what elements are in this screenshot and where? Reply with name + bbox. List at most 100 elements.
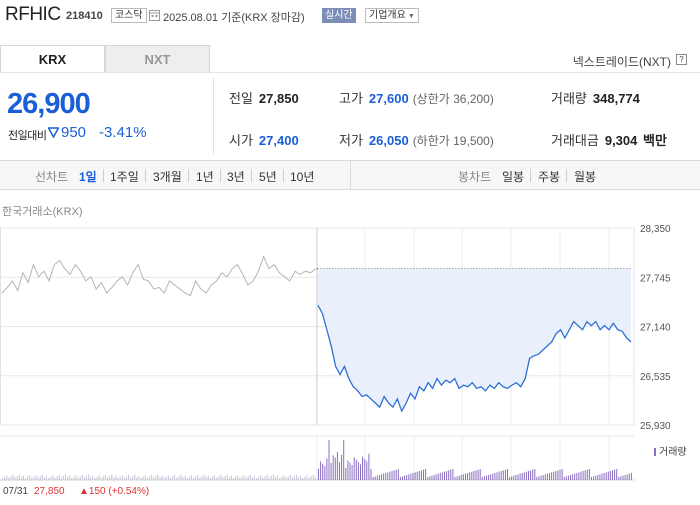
prev-day-volume-bar	[174, 475, 176, 480]
stat-value: 26,050	[368, 133, 409, 148]
prev-day-volume-bar	[163, 478, 165, 480]
prev-day-volume-bar	[283, 475, 285, 480]
prev-day-volume-bar	[155, 476, 157, 480]
prev-day-volume-bar	[50, 476, 52, 480]
volume-bar	[408, 474, 410, 480]
range-5y[interactable]: 5년	[259, 170, 277, 184]
prev-day-volume-bar	[220, 475, 222, 480]
prev-day-volume-bar	[54, 477, 56, 480]
y-tick-label: 27,745	[640, 273, 671, 284]
volume-bar	[418, 471, 420, 480]
prev-day-volume-bar	[302, 478, 304, 480]
volume-bar	[588, 469, 590, 480]
volume-bar	[389, 471, 391, 480]
y-tick-label: 27,140	[640, 323, 671, 334]
stat-label: 거래량	[551, 91, 587, 106]
volume-bar	[322, 463, 324, 480]
range-1w[interactable]: 1주일	[110, 170, 139, 184]
tab-nxt[interactable]: NXT	[105, 45, 210, 73]
volume-bar	[357, 462, 359, 480]
volume-bar	[532, 469, 534, 480]
prev-day-volume-bar	[224, 476, 226, 480]
volume-bar	[433, 475, 435, 480]
candle-daily[interactable]: 일봉	[502, 170, 525, 184]
volume-bar	[374, 476, 376, 480]
prev-day-volume-bar	[281, 476, 283, 480]
volume-bar	[465, 473, 466, 480]
prev-day-volume-bar	[109, 476, 111, 480]
realtime-button[interactable]: 실시간	[322, 8, 356, 23]
company-overview-button[interactable]: 기업개요 ▼	[365, 8, 419, 23]
volume-bar	[339, 462, 340, 480]
prev-day-volume-bar	[212, 476, 213, 480]
prev-day-volume-bar	[88, 474, 90, 480]
volume-bar	[540, 475, 542, 480]
prev-day-volume-bar	[48, 478, 50, 480]
prev-day-volume-bar	[216, 477, 218, 480]
volume-bar	[597, 475, 599, 480]
prev-day-volume-bar	[304, 476, 306, 480]
candle-monthly[interactable]: 월봉	[574, 170, 597, 184]
prev-day-volume-bar	[102, 476, 104, 480]
volume-bar	[425, 469, 427, 480]
stat-volume: 거래량 348,774	[551, 88, 640, 107]
stat-prev-close: 전일 27,850	[229, 88, 299, 107]
below-prev-close-area	[318, 268, 631, 412]
volume-bar	[370, 469, 372, 480]
exchange-tabs: KRX NXT	[0, 45, 210, 73]
price-line	[317, 305, 632, 413]
prev-day-volume-bar	[203, 474, 205, 480]
volume-bar	[576, 473, 578, 480]
volume-bar	[534, 469, 536, 480]
range-1d[interactable]: 1일	[79, 170, 97, 184]
prev-day-change: ▲150 (+0.54%)	[79, 486, 150, 497]
range-3m[interactable]: 3개월	[153, 170, 182, 184]
change-label: 전일대비	[8, 130, 47, 142]
range-1y[interactable]: 1년	[196, 170, 214, 184]
prev-day-volume-bar	[291, 477, 293, 480]
range-10y[interactable]: 10년	[290, 170, 315, 184]
prev-day-volume-bar	[251, 477, 253, 480]
volume-bar	[488, 475, 490, 480]
volume-bar	[318, 469, 319, 480]
volume-bar	[538, 476, 540, 480]
volume-bar	[557, 470, 559, 480]
volume-bar	[395, 469, 397, 480]
volume-bar	[450, 469, 452, 480]
volume-bar	[458, 475, 460, 480]
volume-bar	[385, 473, 387, 480]
prev-day-volume-bar	[67, 477, 69, 480]
prev-day-volume-bar	[170, 477, 171, 480]
prev-day-volume-bar	[62, 476, 64, 480]
stat-amount: 거래대금 9,304 백만	[551, 130, 667, 149]
volume-bar	[553, 471, 555, 480]
prev-day-volume-bar	[230, 475, 232, 480]
candle-weekly[interactable]: 주봉	[538, 170, 561, 184]
volume-bar	[402, 476, 403, 480]
volume-bar	[368, 453, 370, 480]
volume-bar	[427, 477, 429, 480]
volume-bar	[628, 473, 630, 480]
volume-swatch	[654, 448, 656, 456]
prev-day-volume-bar	[73, 476, 75, 480]
prev-day-volume-bar	[167, 475, 169, 480]
prev-day-volume-bar	[65, 474, 66, 480]
prev-day-volume-bar	[18, 474, 20, 480]
prev-day-volume-bar	[296, 474, 297, 480]
volume-bar	[404, 475, 406, 480]
help-icon[interactable]: ?	[676, 54, 687, 65]
prev-day-volume-bar	[136, 477, 138, 480]
volume-bar	[420, 470, 422, 480]
prev-day-volume-bar	[130, 477, 132, 480]
volume-bar	[580, 471, 582, 480]
prev-day-volume-bar	[96, 476, 98, 480]
volume-bar	[620, 476, 622, 480]
nextrade-link[interactable]: 넥스트레이드(NXT)	[572, 55, 671, 69]
range-3y[interactable]: 3년	[227, 170, 245, 184]
volume-bar	[435, 474, 437, 480]
volume-bar	[481, 477, 483, 480]
prev-day-volume-bar	[159, 477, 161, 480]
volume-bar	[439, 473, 441, 480]
volume-bar	[622, 475, 624, 480]
tab-krx[interactable]: KRX	[0, 45, 105, 73]
